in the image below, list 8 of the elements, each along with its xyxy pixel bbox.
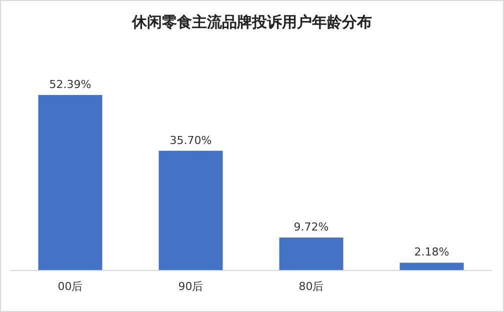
x-tick-label: 90后 xyxy=(178,280,204,293)
data-label: 2.18% xyxy=(414,246,450,259)
data-label: 35.70% xyxy=(170,134,212,147)
x-tick-label: 00后 xyxy=(58,280,83,293)
x-tick-label: 80后 xyxy=(298,280,324,293)
chart-title: 休闲零食主流品牌投诉用户年龄分布 xyxy=(131,13,372,31)
data-label: 9.72% xyxy=(294,220,329,234)
data-label: 52.39% xyxy=(49,78,92,91)
